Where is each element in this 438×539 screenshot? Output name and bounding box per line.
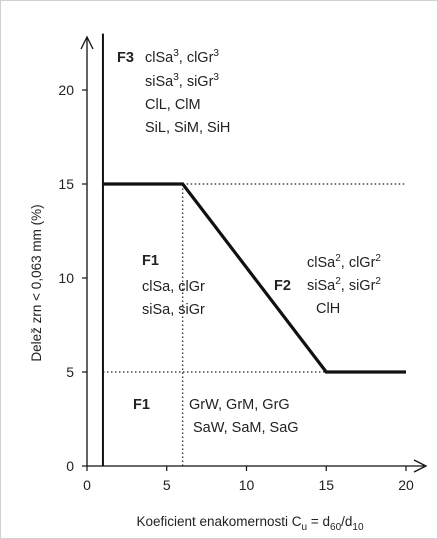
zone-text-line: SaW, SaM, SaG — [193, 420, 299, 436]
zone-text-part: clSa — [307, 255, 336, 271]
zone-tag: F1 — [142, 253, 159, 269]
zone-text-part: , clGr — [341, 255, 376, 271]
superscript: 3 — [173, 72, 179, 83]
zone-text-part: clSa — [145, 50, 174, 66]
x-tick-label: 15 — [318, 477, 334, 493]
zone-tag: F1 — [133, 397, 150, 413]
superscript: 2 — [335, 276, 341, 287]
zone-text-line: siSa3, siGr3 — [145, 72, 219, 90]
zone-text-part: , siGr — [179, 74, 214, 90]
y-axis-arrow-icon — [80, 35, 94, 50]
superscript: 3 — [213, 72, 219, 83]
boundary-line — [102, 182, 406, 374]
zone-text-part: siSa — [145, 74, 174, 90]
subscript: u — [302, 522, 308, 533]
x-axis-title: Koeficient enakomernosti Cu = d60/d10 — [136, 514, 364, 533]
x-tick-label: 0 — [83, 477, 91, 493]
zone-text-part: , clGr — [179, 50, 214, 66]
zone-text-part: SaW, SaM, SaG — [193, 420, 299, 436]
zone-text-part: ClL, ClM — [145, 97, 201, 113]
superscript: 2 — [375, 253, 381, 264]
superscript: 3 — [213, 48, 219, 59]
superscript: 3 — [173, 48, 179, 59]
zone-text-line: ClL, ClM — [145, 97, 201, 113]
zone-text-part: ClH — [316, 301, 340, 317]
x-tick-label: 20 — [398, 477, 414, 493]
x-axis-title-part: Koeficient enakomernosti C — [136, 514, 301, 529]
subscript: 10 — [352, 522, 364, 533]
zone-text-line: siSa2, siGr2 — [307, 276, 381, 294]
y-axis-title: Delež zrn < 0,063 mm (%) — [29, 204, 44, 361]
x-axis-title-part: = d — [307, 514, 330, 529]
zone-text-line: clSa3, clGr3 — [145, 48, 219, 66]
superscript: 2 — [375, 276, 381, 287]
zone-text-part: , siGr — [341, 278, 376, 294]
y-tick-label: 5 — [66, 364, 74, 380]
zone-text-part: siSa, siGr — [142, 302, 205, 318]
zone-tag: F2 — [274, 278, 291, 294]
zone-text-line: siSa, siGr — [142, 302, 205, 318]
zone-text-part: clSa, clGr — [142, 279, 205, 295]
superscript: 2 — [335, 253, 341, 264]
zone-text-part: GrW, GrM, GrG — [189, 397, 290, 413]
zone-text-line: GrW, GrM, GrG — [189, 397, 290, 413]
y-tick-label: 0 — [66, 458, 74, 474]
x-axis-arrow-icon — [413, 459, 428, 473]
x-tick-label: 5 — [163, 477, 171, 493]
subscript: 60 — [330, 522, 342, 533]
zone-text-line: ClH — [316, 301, 340, 317]
zone-text-line: clSa, clGr — [142, 279, 205, 295]
zone-text-part: SiL, SiM, SiH — [145, 120, 230, 136]
zone-text-line: SiL, SiM, SiH — [145, 120, 230, 136]
y-tick-label: 15 — [58, 176, 74, 192]
zone-tag: F3 — [117, 50, 134, 66]
y-tick-label: 20 — [58, 82, 74, 98]
x-axis-title-part: /d — [341, 514, 352, 529]
zone-text-line: clSa2, clGr2 — [307, 253, 381, 271]
y-tick-label: 10 — [58, 270, 74, 286]
zone-text-part: siSa — [307, 278, 336, 294]
x-tick-label: 10 — [239, 477, 255, 493]
